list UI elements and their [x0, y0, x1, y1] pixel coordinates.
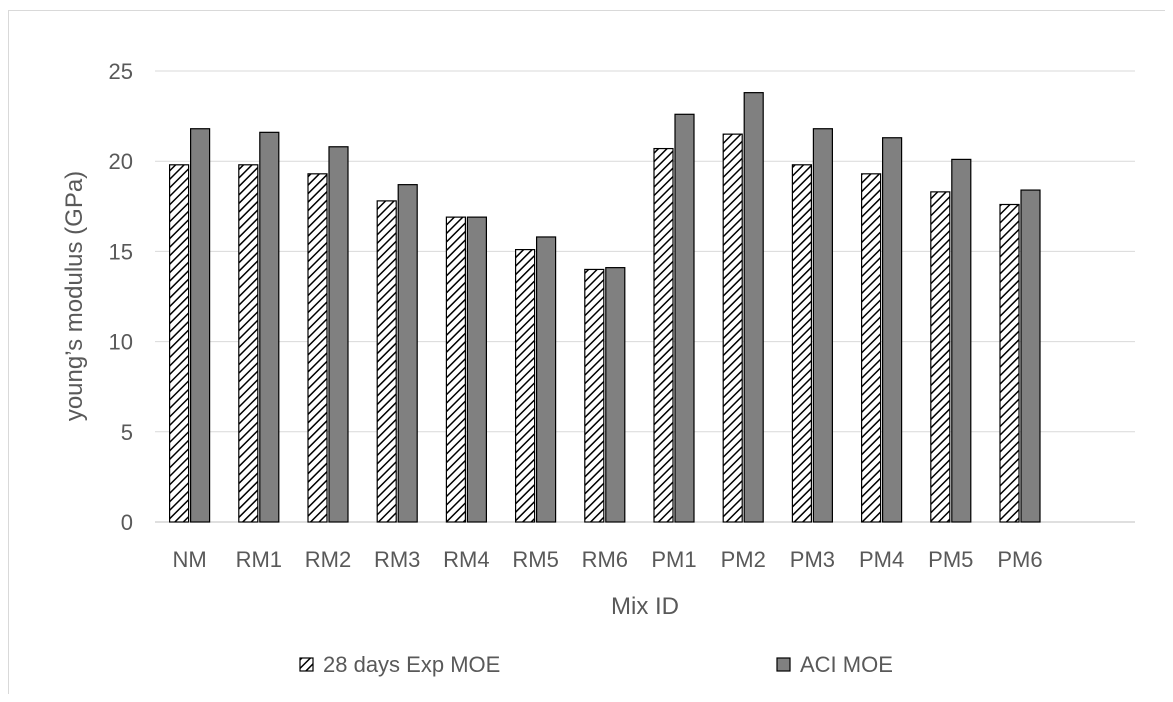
x-tick-label: PM4	[859, 547, 904, 572]
bar-exp-moe-rm5	[514, 248, 536, 523]
bar-aci-moe-nm	[190, 128, 211, 523]
bar-exp-moe-pm2	[722, 133, 743, 523]
x-tick-label: PM6	[997, 547, 1042, 572]
chart-frame	[8, 10, 1165, 694]
bar-exp-moe-rm1	[238, 164, 259, 523]
bar-aci-moe-rm1	[259, 131, 280, 523]
bar-aci-moe-rm5	[535, 236, 557, 523]
x-tick-label: RM3	[374, 547, 420, 572]
bar-aci-moe-pm4	[881, 137, 903, 523]
bar-aci-moe-pm1	[674, 113, 695, 523]
y-axis-tick-labels: 0 5 10 15 20 25	[109, 59, 133, 535]
bars	[169, 92, 1041, 523]
bar-exp-moe-rm3	[376, 200, 397, 523]
legend-swatch-aci-moe	[776, 657, 791, 672]
bar-exp-moe-pm4	[860, 173, 882, 523]
legend-swatch-exp-moe	[299, 657, 314, 672]
x-tick-label: RM2	[305, 547, 351, 572]
bar-aci-moe-pm5	[951, 158, 972, 523]
y-tick-label: 15	[109, 239, 133, 264]
bar-aci-moe-rm3	[397, 184, 418, 523]
legend-label-exp-moe: 28 days Exp MOE	[323, 652, 500, 677]
x-tick-label: RM6	[582, 547, 628, 572]
bar-aci-moe-rm4	[466, 216, 487, 523]
y-tick-label: 0	[121, 510, 133, 535]
x-tick-label: PM2	[721, 547, 766, 572]
bar-aci-moe-pm2	[743, 92, 764, 523]
x-tick-label: RM1	[236, 547, 282, 572]
x-axis-tick-labels: NM RM1 RM2 RM3 RM4 RM5 RM6 PM1 PM2 PM3 PM4 PM5 PM6	[172, 547, 1042, 572]
y-tick-label: 5	[121, 420, 133, 445]
bar-aci-moe-pm6	[1020, 189, 1041, 523]
y-axis-title: young’s modulus (GPa)	[61, 171, 88, 421]
legend: 28 days Exp MOE ACI MOE	[299, 652, 893, 677]
y-tick-label: 20	[109, 149, 133, 174]
x-tick-label: RM5	[512, 547, 558, 572]
bar-aci-moe-pm3	[812, 128, 834, 523]
bar-aci-moe-rm6	[605, 267, 626, 523]
bar-exp-moe-rm2	[307, 173, 328, 523]
legend-label-aci-moe: ACI MOE	[800, 652, 893, 677]
bar-exp-moe-rm4	[445, 216, 466, 523]
bar-exp-moe-pm3	[791, 164, 813, 523]
x-tick-label: PM1	[651, 547, 696, 572]
y-tick-label: 25	[109, 59, 133, 84]
bar-exp-moe-pm1	[653, 147, 674, 523]
x-tick-label: PM3	[790, 547, 835, 572]
x-tick-label: NM	[172, 547, 206, 572]
x-axis-title: Mix ID	[611, 593, 679, 620]
x-tick-label: PM5	[928, 547, 973, 572]
y-tick-label: 10	[109, 330, 133, 355]
bar-exp-moe-nm	[169, 164, 190, 523]
bar-exp-moe-rm6	[584, 268, 605, 523]
bar-exp-moe-pm6	[999, 203, 1020, 523]
x-tick-label: RM4	[443, 547, 489, 572]
bar-exp-moe-pm5	[930, 191, 951, 523]
bar-aci-moe-rm2	[328, 146, 349, 523]
gridlines	[155, 70, 1135, 523]
